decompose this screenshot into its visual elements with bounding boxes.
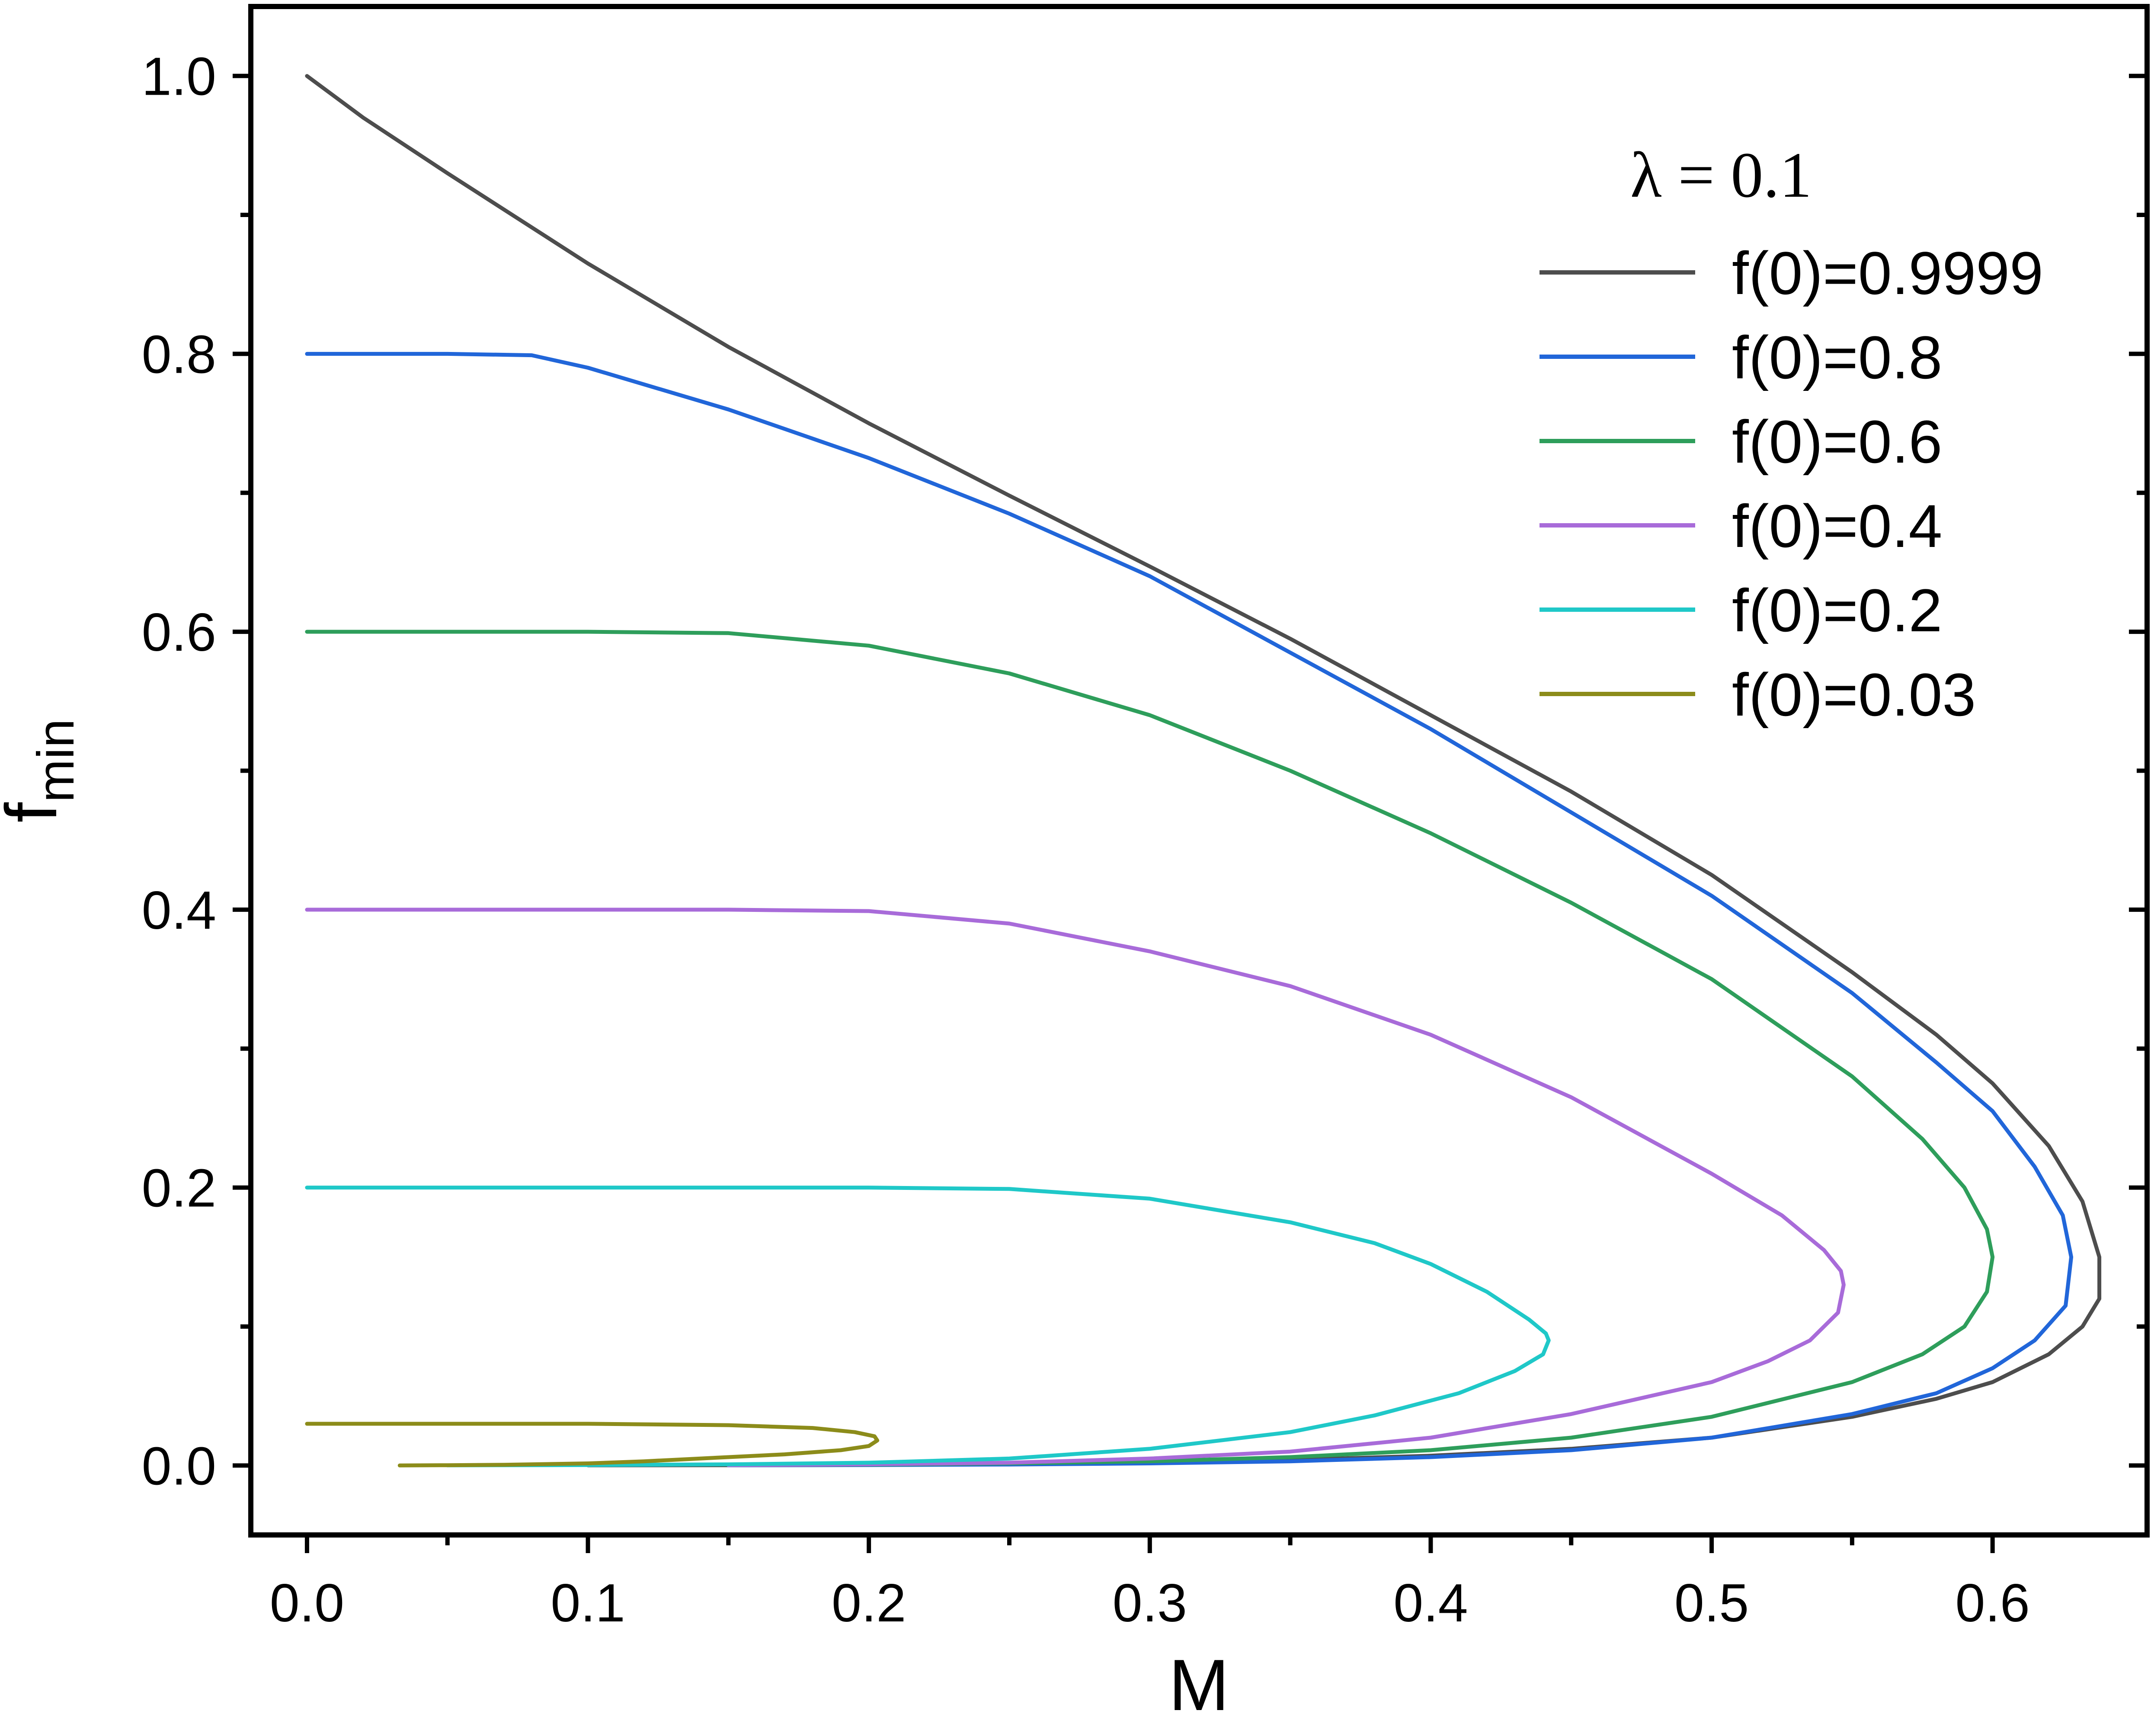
x-tick-label: 0.4	[1393, 1573, 1468, 1633]
x-tick-label: 0.2	[832, 1573, 906, 1633]
y-axis-title-subscript: min	[27, 719, 85, 802]
legend-label-5: f(0)=0.03	[1732, 661, 1976, 729]
legend-label-1: f(0)=0.8	[1732, 323, 1942, 391]
x-tick-label: 0.3	[1113, 1573, 1187, 1633]
legend-label-0: f(0)=0.9999	[1732, 239, 2043, 307]
y-axis-title-main: f	[0, 802, 72, 823]
y-axis-title: fmin	[0, 719, 85, 822]
series-line-4	[305, 1186, 1551, 1467]
ticks-layer: 0.0 0.1 0.2 0.3 0.4 0.5 0.6 0.0 0.2 0.4 0.6 0.8 1.0	[142, 47, 2147, 1633]
x-tick-label: 0.0	[270, 1573, 344, 1633]
series-line-1	[305, 352, 2074, 1467]
y-tick-label: 1.0	[142, 47, 216, 107]
y-tick-label: 0.8	[142, 325, 216, 384]
y-tick-label: 0.2	[142, 1159, 216, 1218]
legend-label-4: f(0)=0.2	[1732, 576, 1942, 644]
y-tick-label: 0.0	[142, 1436, 216, 1496]
series-line-2	[305, 630, 1995, 1467]
series-layer	[305, 74, 2102, 1467]
x-axis-title: M	[1169, 1644, 1229, 1726]
y-tick-label: 0.6	[142, 603, 216, 662]
x-tick-label: 0.5	[1674, 1573, 1749, 1633]
legend: λ = 0.1 f(0)=0.9999 f(0)=0.8 f(0)=0.6 f(0)=…	[1539, 139, 2043, 729]
series-line-5	[305, 1422, 880, 1467]
legend-label-3: f(0)=0.4	[1732, 492, 1942, 560]
series-line-3	[305, 908, 1846, 1467]
legend-label-2: f(0)=0.6	[1732, 408, 1942, 476]
y-tick-label: 0.4	[142, 881, 216, 940]
legend-title: λ = 0.1	[1630, 139, 1812, 211]
x-tick-label: 0.6	[1956, 1573, 2030, 1633]
x-tick-label: 0.1	[551, 1573, 625, 1633]
